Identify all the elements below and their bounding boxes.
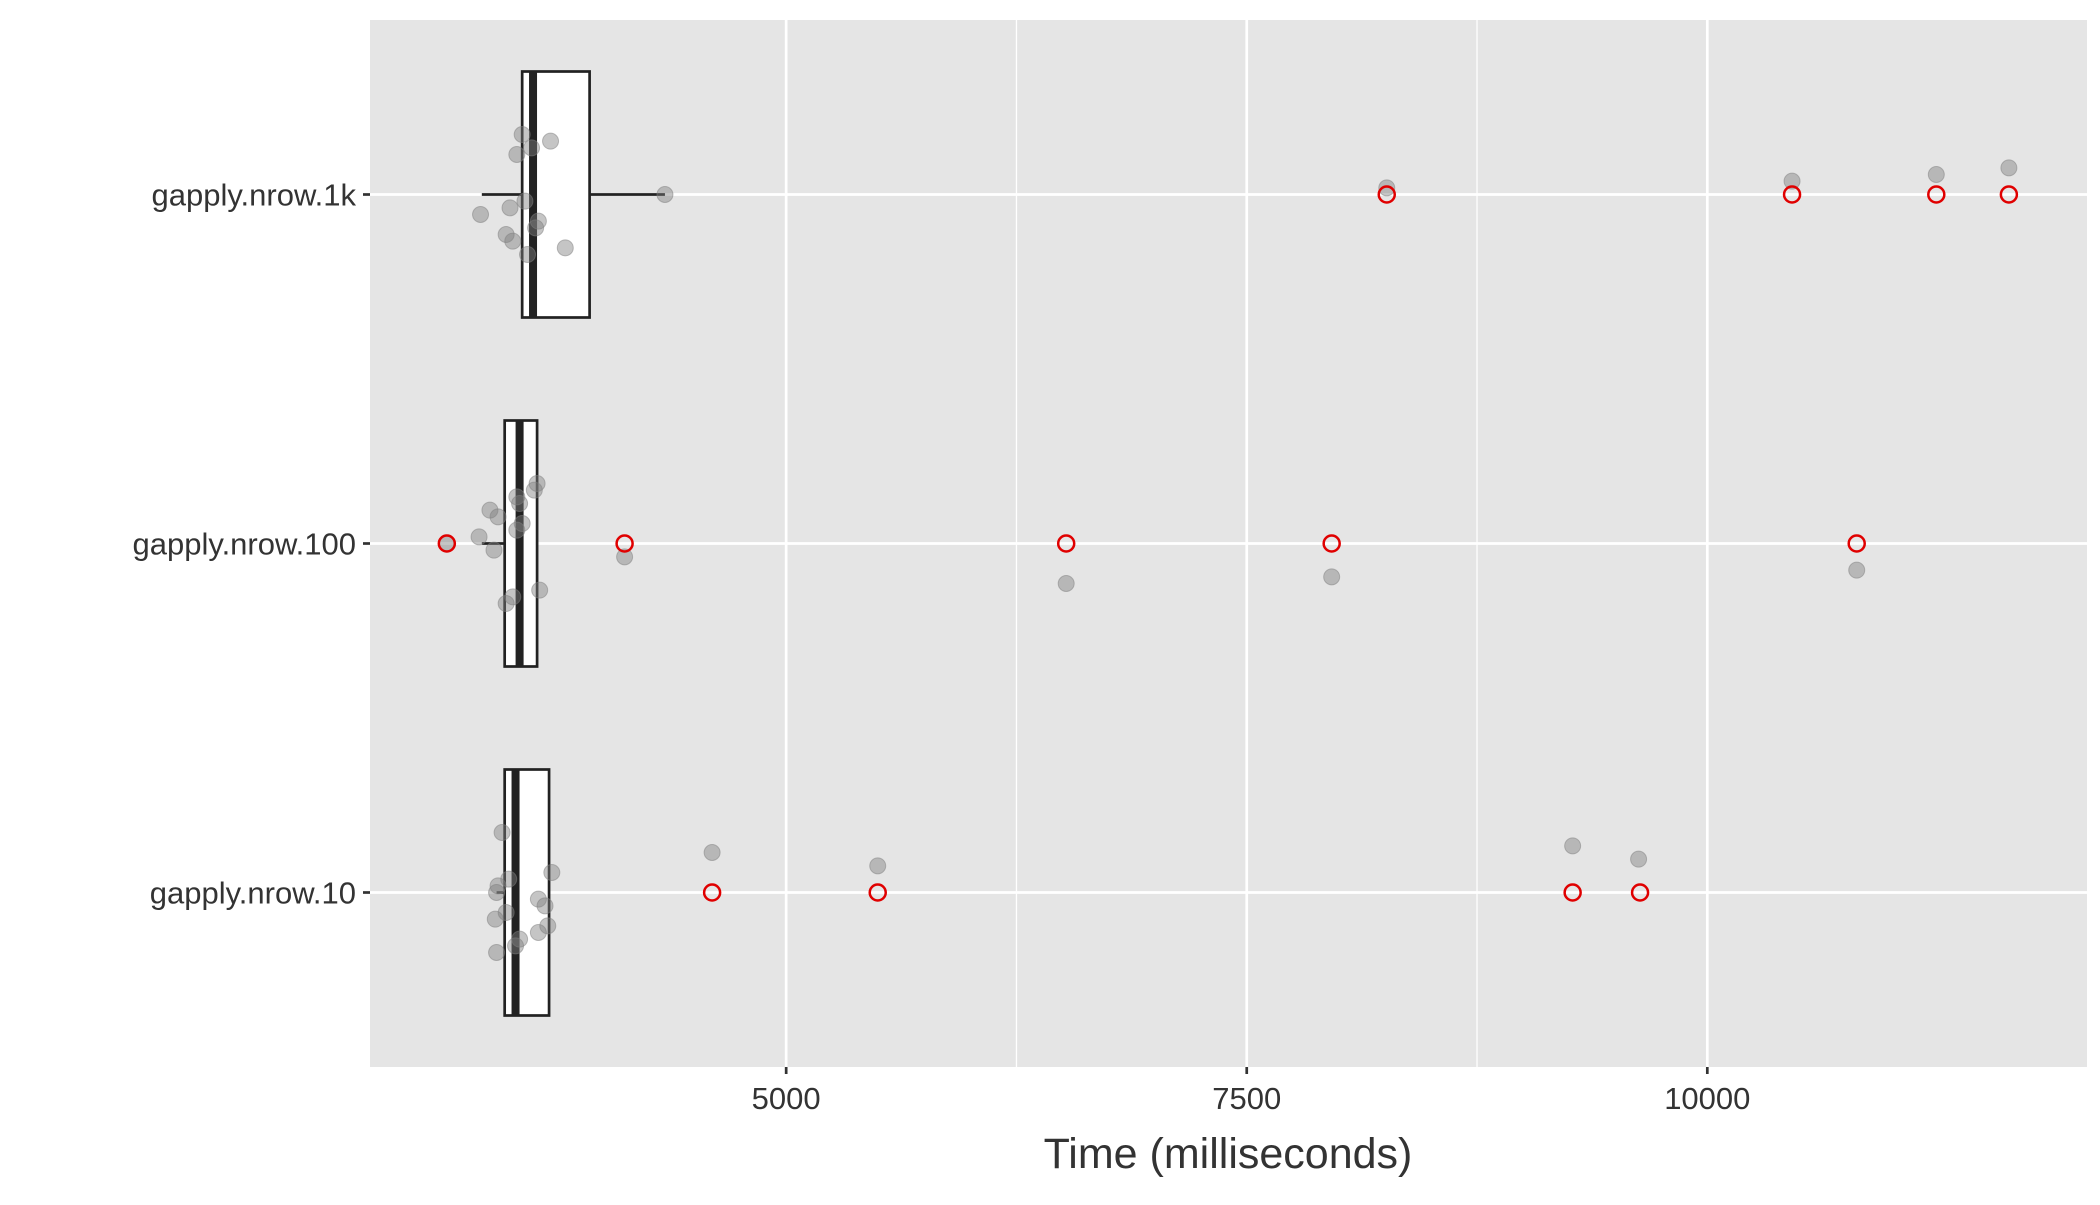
jitter-point [511,930,529,948]
outlier [702,883,722,902]
outlier [1377,185,1397,204]
jitter-point [513,126,531,143]
jitter-point [497,595,515,612]
jitter-point [542,132,560,150]
jitter-point [656,186,674,203]
y-tick-label: gapply.nrow.100 [133,527,356,562]
x-axis-title: Time (milliseconds) [1044,1130,1413,1178]
jitter-point [529,890,547,908]
jitter-point [1783,172,1801,190]
jitter-point [529,924,547,941]
jitter-point [1323,568,1341,586]
jitter-point [616,548,634,566]
outlier [615,534,634,553]
outlier [1927,185,1946,204]
jitter-point [556,239,574,257]
jitter-point [508,521,526,539]
jitter-point [489,877,507,895]
jitter-point [504,588,522,606]
jitter-point [1630,850,1648,868]
outlier [1782,185,1802,204]
outlier [1056,534,1076,553]
outlier [1999,185,2019,204]
jitter-point [528,475,546,492]
jitter-point [1057,575,1075,592]
outlier [1563,883,1582,902]
jitter-point [536,897,554,915]
jitter-point [500,870,518,888]
x-tick-label: 10000 [1664,1081,1750,1116]
x-tick-label: 5000 [752,1081,821,1116]
outlier [868,883,887,902]
outlier [1630,883,1650,902]
jitter-point [501,199,519,217]
jitter-point [1927,166,1945,183]
y-tick-label: gapply.nrow.1k [152,178,357,213]
jitter-point [1564,837,1582,855]
jitter-point [493,824,511,841]
jitter-point [488,944,506,961]
jitter-point [529,212,547,230]
jitter-point [531,581,549,599]
x-tick-label: 7500 [1212,1081,1281,1116]
jitter-point [485,541,503,559]
jitter-point [486,910,504,928]
jitter-point [703,844,721,861]
y-tick-label: gapply.nrow.10 [150,876,356,911]
jitter-point [869,857,887,875]
outlier [1322,534,1341,553]
jitter-point [481,501,499,519]
outlier [1847,534,1866,553]
jitter-point [523,139,541,157]
jitter-point [1848,561,1866,579]
jitter-point [470,528,488,546]
jitter-point [519,246,537,263]
jitter-point [2000,159,2018,177]
jitter-point [508,146,526,163]
jitter-point [516,192,534,210]
jitter-point [504,232,522,250]
jitter-point [488,884,506,901]
jitter-point [543,864,561,881]
jitter-point [513,515,531,532]
jitter-point [472,206,490,223]
jitter-point [497,904,515,921]
outlier [437,534,457,553]
jitter-point [1378,179,1396,197]
jitter-point [508,488,526,506]
jitter-point [539,917,557,935]
jitter-point [497,226,515,243]
